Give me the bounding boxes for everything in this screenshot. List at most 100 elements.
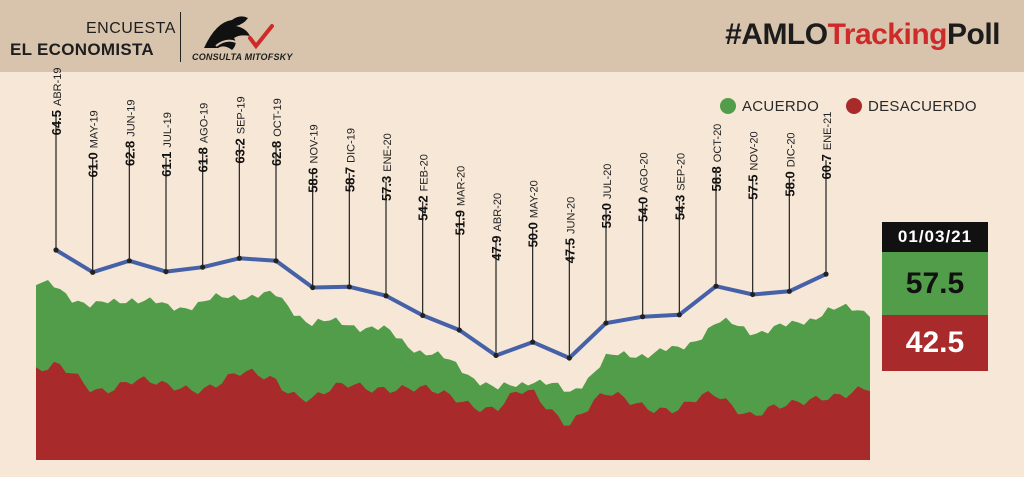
point-label-18: 58.8 OCT-20 bbox=[709, 124, 724, 192]
point-value-16: 54.0 bbox=[636, 197, 651, 222]
data-point-1 bbox=[90, 269, 96, 275]
point-category-21: ENE-21 bbox=[822, 112, 834, 151]
hashtag-suffix: Poll bbox=[946, 18, 1001, 51]
data-point-3 bbox=[163, 269, 169, 275]
point-category-0: ABR-19 bbox=[52, 67, 64, 106]
data-point-16 bbox=[640, 314, 646, 320]
data-point-7 bbox=[310, 284, 316, 291]
point-category-11: MAR-20 bbox=[455, 166, 467, 206]
point-value-14: 47.5 bbox=[562, 238, 577, 263]
data-point-4 bbox=[200, 264, 206, 270]
data-point-10 bbox=[420, 312, 426, 319]
desacuerdo-area bbox=[36, 361, 870, 460]
point-value-4: 61.8 bbox=[196, 147, 211, 172]
point-value-2: 62.8 bbox=[122, 141, 137, 166]
point-category-9: ENE-20 bbox=[382, 133, 394, 172]
point-value-1: 61.0 bbox=[86, 152, 101, 177]
point-value-17: 54.3 bbox=[672, 195, 687, 220]
point-label-20: 58.0 DIC-20 bbox=[782, 132, 797, 196]
approval-line-layer bbox=[54, 248, 827, 360]
data-point-21 bbox=[823, 271, 829, 277]
point-category-1: MAY-19 bbox=[89, 110, 101, 148]
point-category-7: NOV-19 bbox=[309, 124, 321, 163]
point-value-3: 61.1 bbox=[159, 152, 174, 177]
point-category-10: FEB-20 bbox=[419, 154, 431, 191]
point-category-8: DIC-19 bbox=[345, 128, 357, 163]
header-bar: ENCUESTA EL ECONOMISTA CONSULTA MITOFSKY… bbox=[0, 0, 1024, 72]
point-value-7: 58.6 bbox=[306, 167, 321, 192]
latest-date: 01/03/21 bbox=[882, 222, 988, 252]
point-label-17: 54.3 SEP-20 bbox=[672, 153, 687, 220]
legend-acuerdo-label: ACUERDO bbox=[742, 97, 820, 115]
data-point-19 bbox=[750, 291, 756, 298]
point-category-2: JUN-19 bbox=[125, 100, 137, 137]
point-value-15: 53.0 bbox=[599, 203, 614, 228]
data-point-9 bbox=[383, 293, 389, 299]
point-value-5: 63.2 bbox=[232, 138, 247, 163]
legend-desacuerdo-label: DESACUERDO bbox=[868, 97, 977, 115]
point-label-8: 58.7 DIC-19 bbox=[342, 128, 357, 192]
data-point-18 bbox=[713, 283, 719, 289]
point-label-3: 61.1 JUL-19 bbox=[159, 112, 174, 177]
point-label-13: 50.0 MAY-20 bbox=[526, 180, 541, 247]
approval-areas bbox=[36, 280, 870, 460]
latest-acuerdo-value: 57.5 bbox=[882, 252, 988, 315]
point-label-0: 64.5 ABR-19 bbox=[49, 67, 64, 135]
latest-desacuerdo-value: 42.5 bbox=[882, 315, 988, 371]
legend-desacuerdo: DESACUERDO bbox=[846, 96, 977, 116]
point-label-4: 61.8 AGO-19 bbox=[196, 103, 211, 173]
point-value-0: 64.5 bbox=[49, 110, 64, 135]
point-label-10: 54.2 FEB-20 bbox=[416, 154, 431, 221]
data-point-12 bbox=[493, 352, 499, 359]
point-category-12: ABR-20 bbox=[492, 193, 504, 232]
point-label-14: 47.5 JUN-20 bbox=[562, 197, 577, 264]
data-point-2 bbox=[126, 258, 132, 264]
hashtag-prefix: #AMLO bbox=[725, 18, 828, 51]
point-label-9: 57.3 ENE-20 bbox=[379, 133, 394, 201]
point-category-6: OCT-19 bbox=[272, 98, 284, 137]
point-value-18: 58.8 bbox=[709, 166, 724, 191]
data-point-11 bbox=[456, 327, 462, 333]
hashtag-mid: Tracking bbox=[827, 18, 948, 51]
point-label-15: 53.0 JUL-20 bbox=[599, 164, 614, 229]
point-category-15: JUL-20 bbox=[602, 164, 614, 199]
point-value-11: 51.9 bbox=[452, 210, 467, 235]
hashtag-title: #AMLOTrackingPoll bbox=[725, 18, 1000, 52]
mitofsky-logo-icon bbox=[204, 16, 274, 50]
point-value-13: 50.0 bbox=[526, 222, 541, 247]
point-value-19: 57.5 bbox=[746, 174, 761, 199]
data-point-20 bbox=[786, 288, 792, 294]
point-category-4: AGO-19 bbox=[199, 103, 211, 143]
point-value-12: 47.9 bbox=[489, 235, 504, 260]
data-point-8 bbox=[346, 284, 352, 290]
point-category-3: JUL-19 bbox=[162, 112, 174, 147]
point-category-17: SEP-20 bbox=[675, 153, 687, 191]
point-value-6: 62.8 bbox=[269, 141, 284, 166]
data-point-14 bbox=[566, 355, 572, 361]
point-label-19: 57.5 NOV-20 bbox=[746, 131, 761, 199]
point-label-6: 62.8 OCT-19 bbox=[269, 98, 284, 166]
point-value-20: 58.0 bbox=[782, 171, 797, 196]
brand-divider bbox=[180, 12, 181, 62]
legend-acuerdo-dot bbox=[720, 98, 736, 114]
point-category-18: OCT-20 bbox=[712, 124, 724, 163]
legend-desacuerdo-dot bbox=[846, 98, 862, 114]
data-point-0 bbox=[53, 247, 59, 253]
approval-line bbox=[54, 248, 827, 360]
data-point-5 bbox=[236, 255, 242, 261]
point-labels: 64.5 ABR-19 61.0 MAY-19 62.8 JUN-19 61.1 JUL-19… bbox=[49, 67, 834, 361]
point-label-5: 63.2 SEP-19 bbox=[232, 96, 247, 163]
point-value-10: 54.2 bbox=[416, 195, 431, 220]
brand-el-economista: EL ECONOMISTA bbox=[10, 40, 155, 59]
data-point-15 bbox=[603, 320, 609, 326]
logo-text: CONSULTA MITOFSKY bbox=[192, 52, 293, 62]
legend-acuerdo: ACUERDO bbox=[720, 96, 819, 116]
point-label-21: 60.7 ENE-21 bbox=[819, 112, 834, 180]
point-label-12: 47.9 ABR-20 bbox=[489, 193, 504, 261]
point-category-16: AGO-20 bbox=[639, 152, 651, 192]
point-category-5: SEP-19 bbox=[235, 96, 247, 134]
data-point-13 bbox=[530, 339, 536, 345]
point-category-13: MAY-20 bbox=[529, 180, 541, 218]
data-point-17 bbox=[676, 312, 682, 318]
